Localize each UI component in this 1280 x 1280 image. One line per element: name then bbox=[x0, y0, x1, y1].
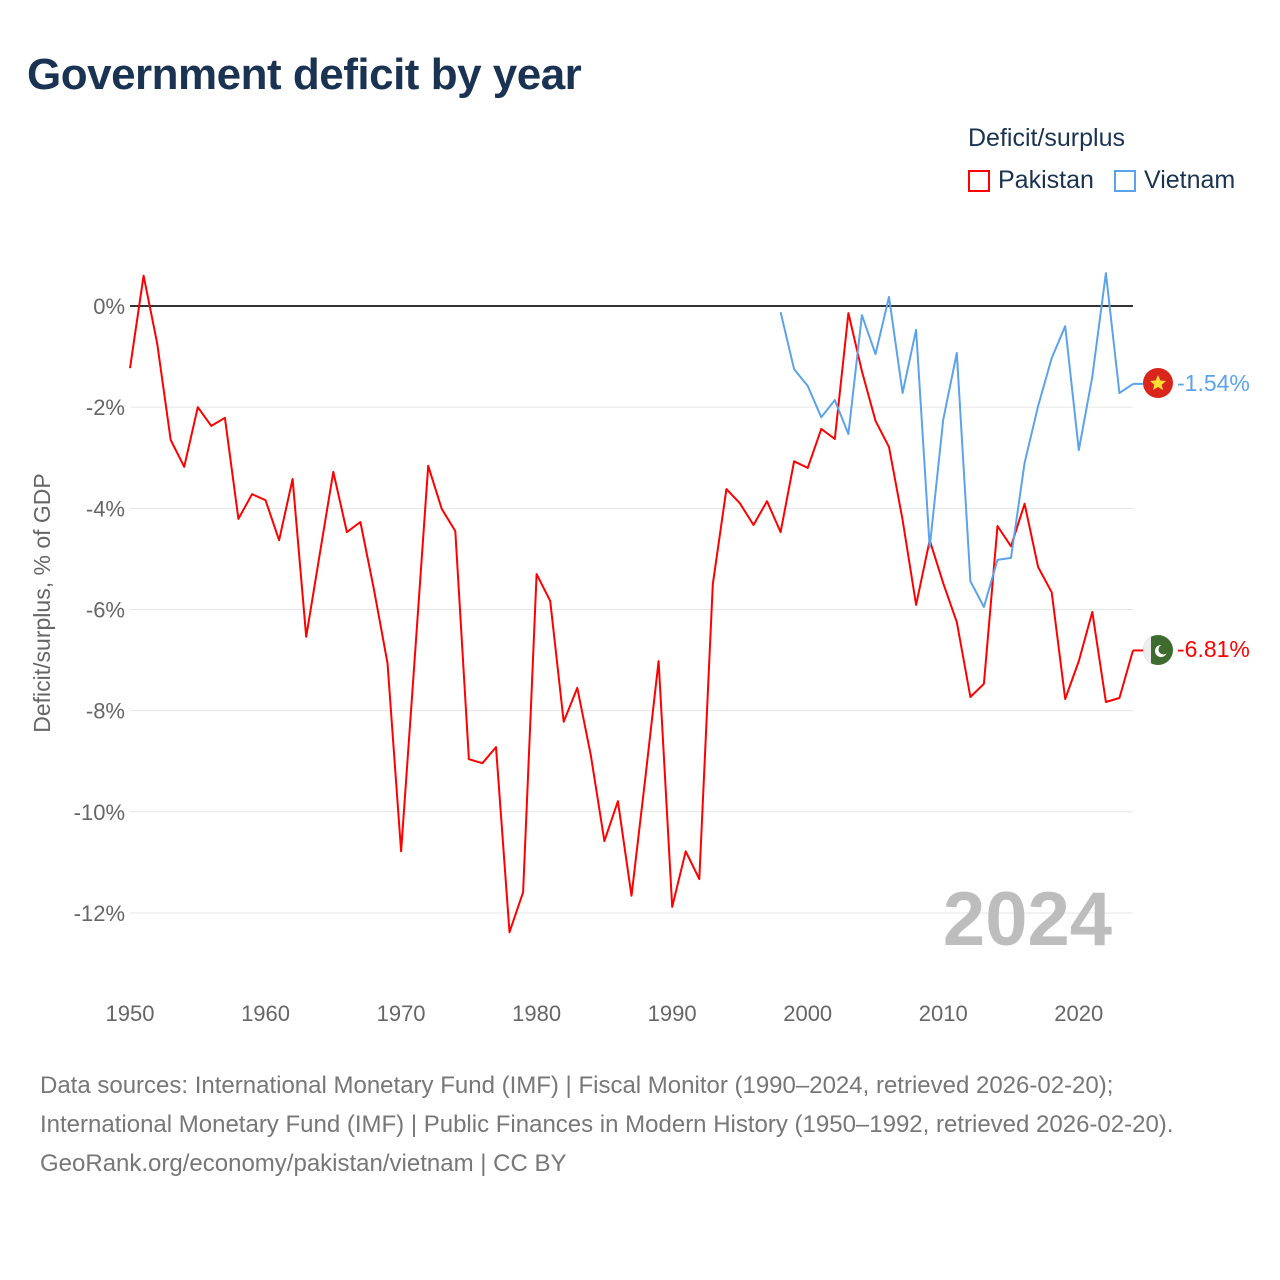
legend-swatch-vietnam bbox=[1114, 169, 1136, 192]
pakistan-end-label: -6.81% bbox=[1177, 636, 1250, 662]
y-tick-label: -4% bbox=[86, 496, 125, 521]
vietnam-flag-icon bbox=[1143, 368, 1173, 398]
vietnam-end-label: -1.54% bbox=[1177, 370, 1250, 396]
x-tick-label: 2010 bbox=[919, 1001, 968, 1026]
year-watermark: 2024 bbox=[943, 877, 1112, 962]
y-axis-label: Deficit/surplus, % of GDP bbox=[29, 473, 55, 732]
source-line: International Monetary Fund (IMF) | Publ… bbox=[40, 1111, 1174, 1138]
y-tick-label: -12% bbox=[74, 901, 125, 926]
y-tick-label: -2% bbox=[86, 395, 125, 420]
sources-footer: Data sources: International Monetary Fun… bbox=[40, 1066, 1240, 1183]
legend-item-vietnam[interactable]: Vietnam bbox=[1114, 166, 1235, 195]
x-tick-label: 1980 bbox=[512, 1001, 561, 1026]
legend-swatch-pakistan bbox=[968, 169, 990, 192]
legend-item-pakistan[interactable]: Pakistan bbox=[968, 166, 1094, 195]
source-line: Data sources: International Monetary Fun… bbox=[40, 1072, 1114, 1099]
legend-label-pakistan: Pakistan bbox=[998, 166, 1094, 194]
x-tick-label: 2020 bbox=[1054, 1001, 1103, 1026]
x-tick-label: 1960 bbox=[241, 1001, 290, 1026]
legend-label-vietnam: Vietnam bbox=[1144, 166, 1236, 194]
y-tick-label: -6% bbox=[86, 597, 125, 622]
page-title: Government deficit by year bbox=[27, 50, 582, 99]
x-tick-label: 1970 bbox=[377, 1001, 426, 1026]
x-tick-label: 2000 bbox=[783, 1001, 832, 1026]
attribution-link[interactable]: GeoRank.org/economy/pakistan/vietnam | C… bbox=[40, 1150, 567, 1177]
pakistan-flag-icon bbox=[1143, 635, 1173, 665]
x-tick-label: 1990 bbox=[648, 1001, 697, 1026]
series-line-vietnam bbox=[779, 272, 1134, 608]
y-tick-label: 0% bbox=[93, 294, 125, 319]
y-tick-label: -10% bbox=[74, 800, 125, 825]
x-tick-label: 1950 bbox=[106, 1001, 155, 1026]
y-tick-label: -8% bbox=[86, 699, 125, 724]
series-line-pakistan bbox=[129, 274, 1134, 934]
legend-title: Deficit/surplus bbox=[968, 124, 1125, 152]
